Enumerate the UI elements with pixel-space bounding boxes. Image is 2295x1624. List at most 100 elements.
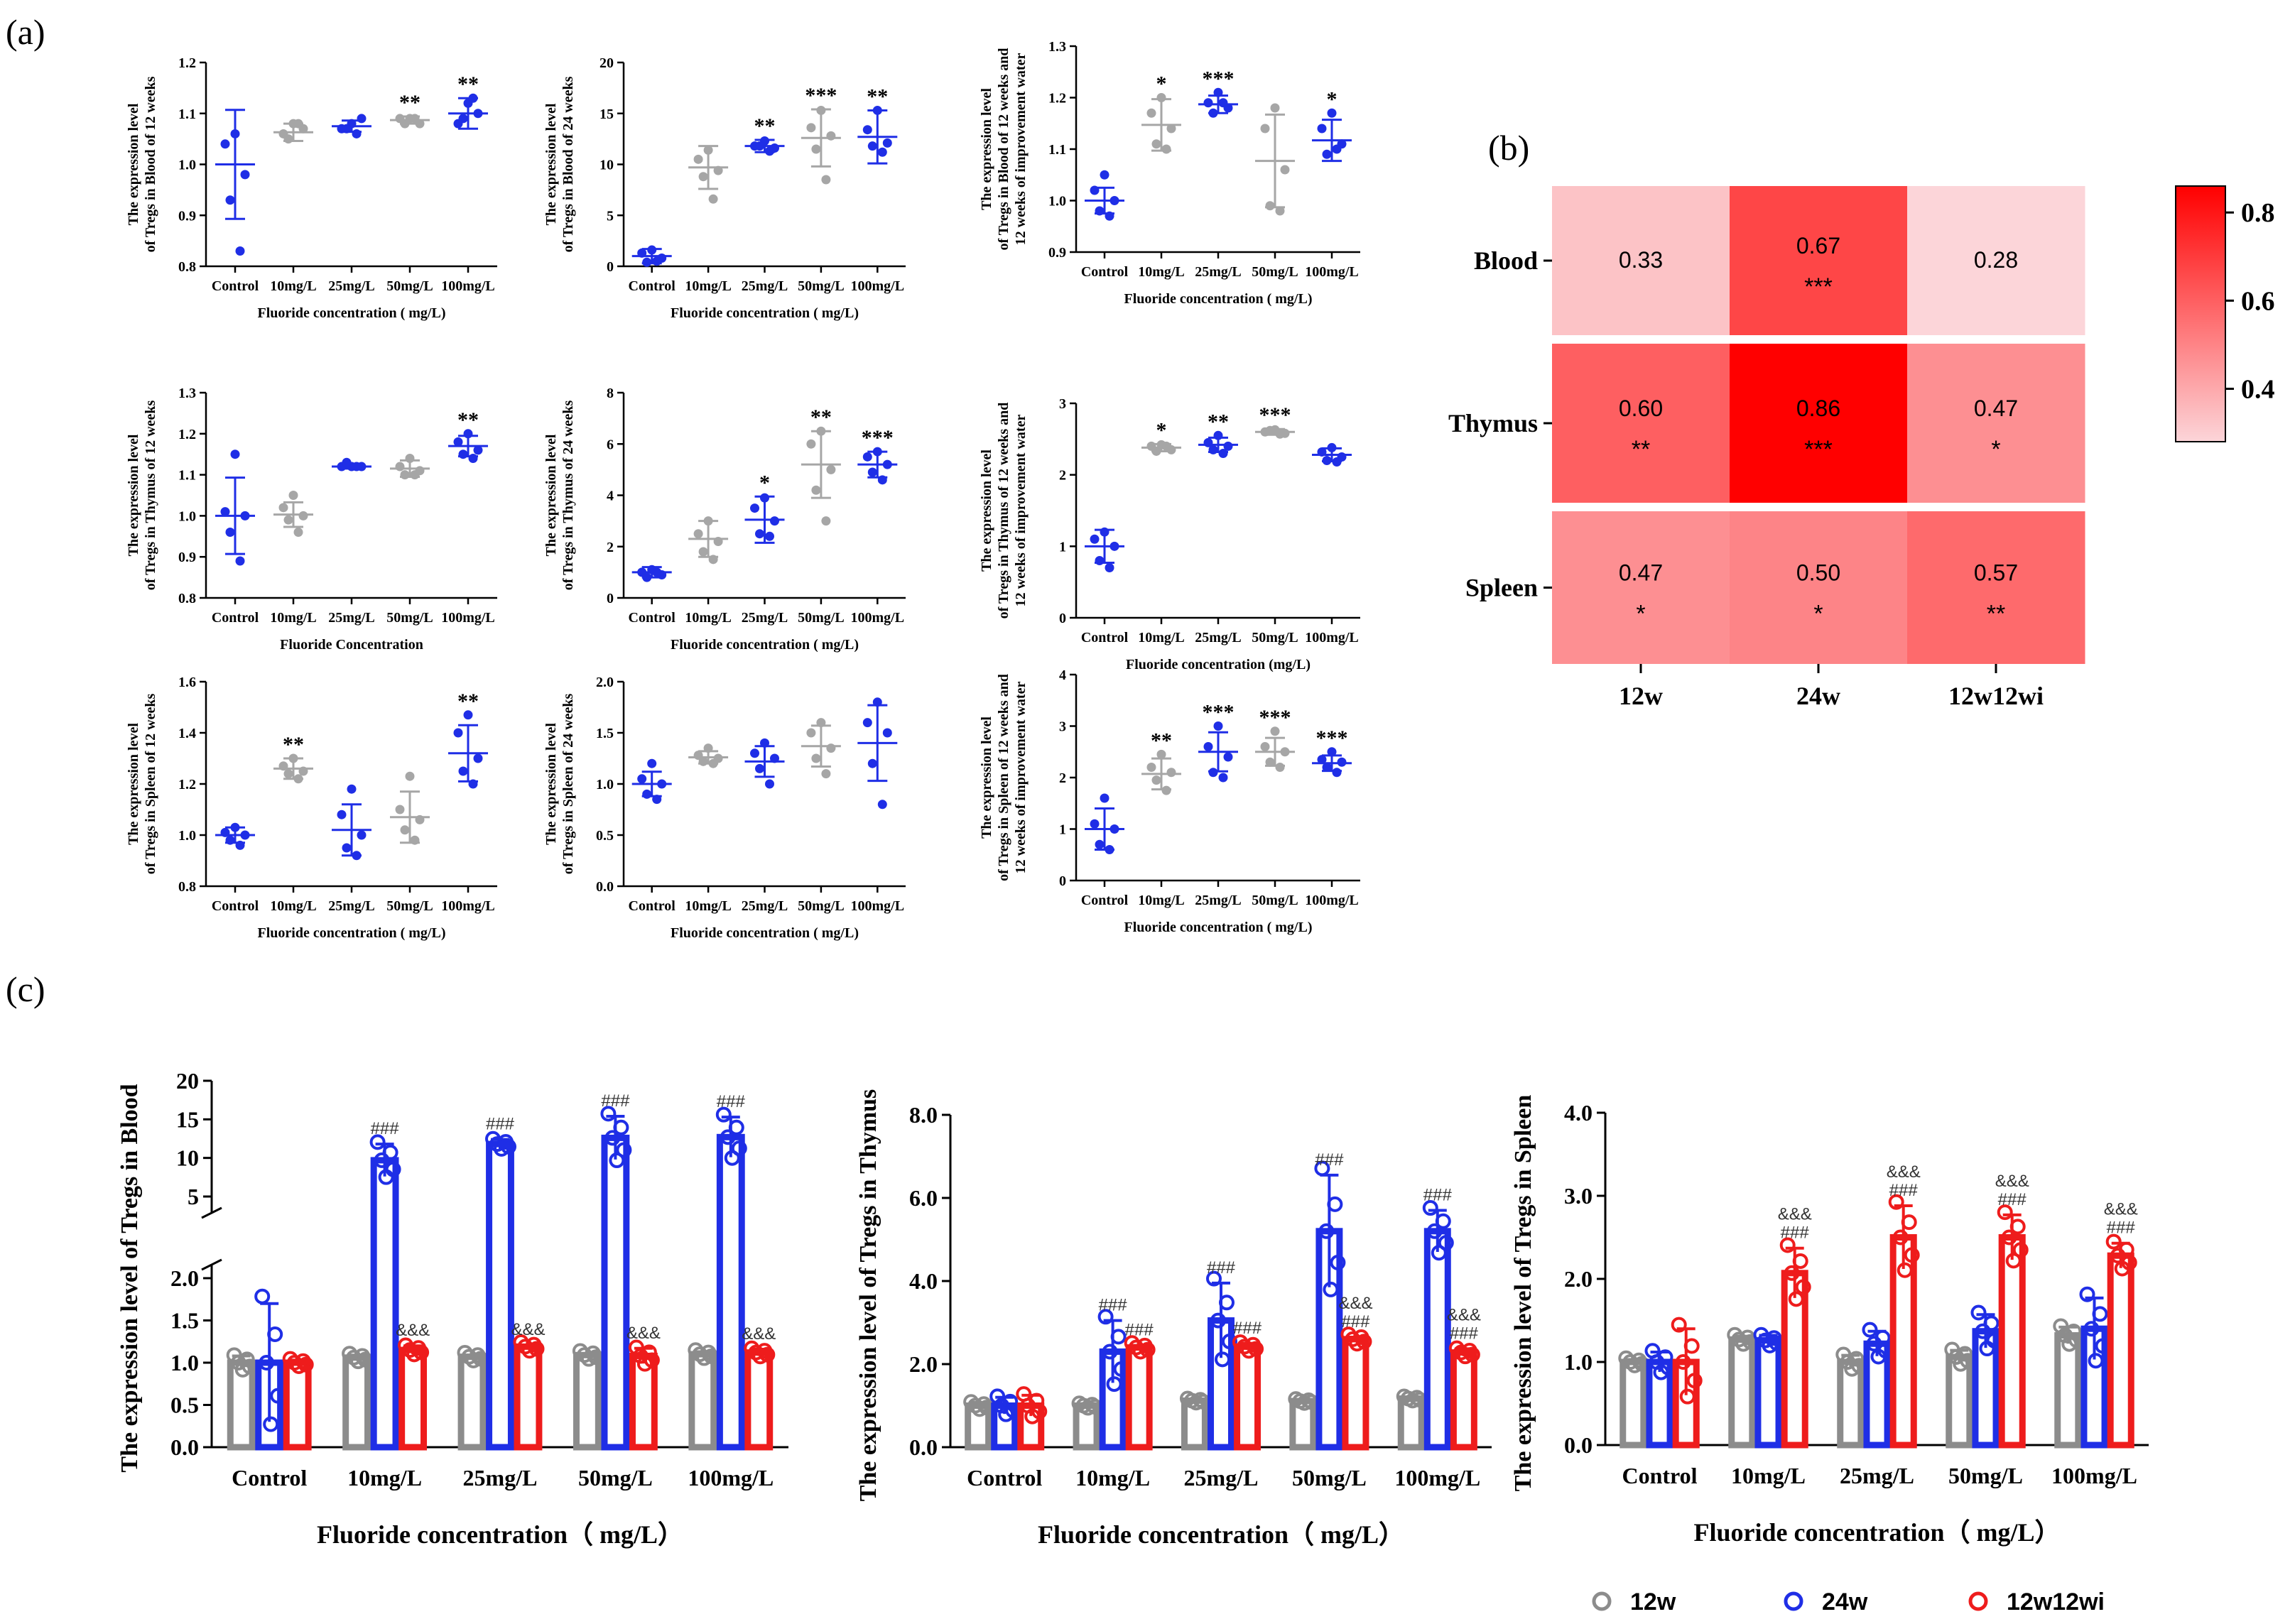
data-point [1109,824,1119,834]
x-axis-label: Fluoride concentration ( mg/L) [671,925,859,941]
data-point [410,470,420,480]
bar-chart-barThymus: 0.0 2.0 4.0 6.0 8.0 Control 10mg/L ### ### 25mg/L… [855,1089,1492,1549]
y-tick-label: 5 [188,1184,199,1209]
y-tick-label: 3.0 [1564,1183,1593,1209]
data-point [1109,541,1119,551]
bar-12w12wi [744,1349,774,1451]
x-tick-label: 10mg/L [347,1465,422,1491]
data-point [342,457,352,467]
data-point [760,738,769,748]
data-point [240,830,250,840]
data-point [882,459,892,469]
data-point [750,748,759,758]
data-point [263,1416,279,1432]
heatmap-significance: *** [1804,436,1833,463]
data-point [636,1356,653,1372]
bar-12w12wi [1234,1343,1262,1451]
annotation: &&& [626,1324,661,1343]
data-point [1356,1334,1372,1350]
x-tick-label: 50mg/L [1292,1465,1367,1491]
data-point [821,769,831,779]
heatmap-col-label: 24w [1796,682,1840,710]
y-tick-label: 4 [1059,667,1066,683]
data-point [240,511,250,521]
data-point [1203,437,1213,447]
data-point [1627,1357,1643,1373]
data-point [465,1352,482,1368]
y-tick-label: 0.0 [909,1434,938,1460]
significance-label: * [1327,87,1338,111]
data-point [225,195,235,205]
y-tick-label: 1.0 [1048,194,1066,209]
data-point [298,1356,314,1373]
x-tick-label: 50mg/L [1252,264,1298,280]
x-tick-label: Control [1081,893,1129,908]
data-point [2061,1336,2078,1352]
data-point [765,146,774,156]
data-point [1208,108,1218,118]
data-point [1105,845,1114,854]
annotation: ### [1207,1258,1236,1277]
y-tick-label: 1.1 [1048,142,1066,158]
data-point [698,756,708,766]
data-point [821,516,831,526]
x-tick-label: 25mg/L [742,278,788,294]
x-tick-label: Control [232,1465,307,1491]
annotation: &&& [2104,1200,2138,1219]
bar-12w [342,1354,371,1451]
x-tick-label: 100mg/L [441,898,495,914]
data-point [1322,149,1332,159]
data-point [395,462,405,472]
data-point [1213,87,1223,97]
significance-label: ** [1151,729,1172,752]
data-point [642,257,652,267]
bar-12w12wi [2107,1252,2134,1449]
x-tick-label: 100mg/L [2051,1463,2137,1488]
data-point [406,1346,423,1363]
y-axis-label: 12 weeks of improvement water [1013,682,1029,874]
x-tick-label: 25mg/L [328,610,375,626]
data-point [750,503,759,513]
data-point [1260,742,1270,751]
legend-marker-24w [1784,1591,1803,1611]
heatmap-significance: ** [1632,436,1650,463]
data-point [1265,201,1275,211]
annotation: ### [2107,1219,2136,1238]
data-point [647,245,657,255]
bar-12w [457,1353,487,1451]
data-point [293,528,303,538]
axis-break-mark [201,1258,222,1271]
data-point [1679,1388,1696,1405]
data-point [235,840,245,850]
data-point [806,439,816,449]
data-point [468,779,478,789]
data-point [2009,1219,2026,1235]
data-point [298,766,308,776]
y-axis-label: The expression level [543,434,559,556]
data-point [816,105,826,115]
data-point [580,1351,597,1367]
x-tick-label: 100mg/L [851,898,905,914]
significance-label: *** [1259,706,1291,729]
significance-label: ** [1208,410,1229,433]
data-point [609,1152,625,1169]
y-tick-label: 4 [607,489,614,504]
significance-label: ** [399,91,421,114]
y-tick-label: 15 [176,1106,199,1132]
data-point [703,145,713,155]
data-point [1213,430,1223,440]
data-point [1280,747,1290,757]
data-point [642,572,652,582]
data-point [468,93,478,103]
data-point [230,822,240,832]
data-point [2079,1286,2095,1302]
data-point [378,1169,394,1185]
significance-label: *** [1316,726,1348,750]
y-axis-label: of Tregs in Blood of 12 weeks and [996,48,1011,250]
heatmap-cell [1730,344,1908,503]
x-tick-label: 50mg/L [386,278,433,294]
annotation: ### [486,1115,515,1134]
data-point [867,467,877,477]
x-tick-label: 25mg/L [1195,630,1242,645]
data-point [1337,757,1347,767]
